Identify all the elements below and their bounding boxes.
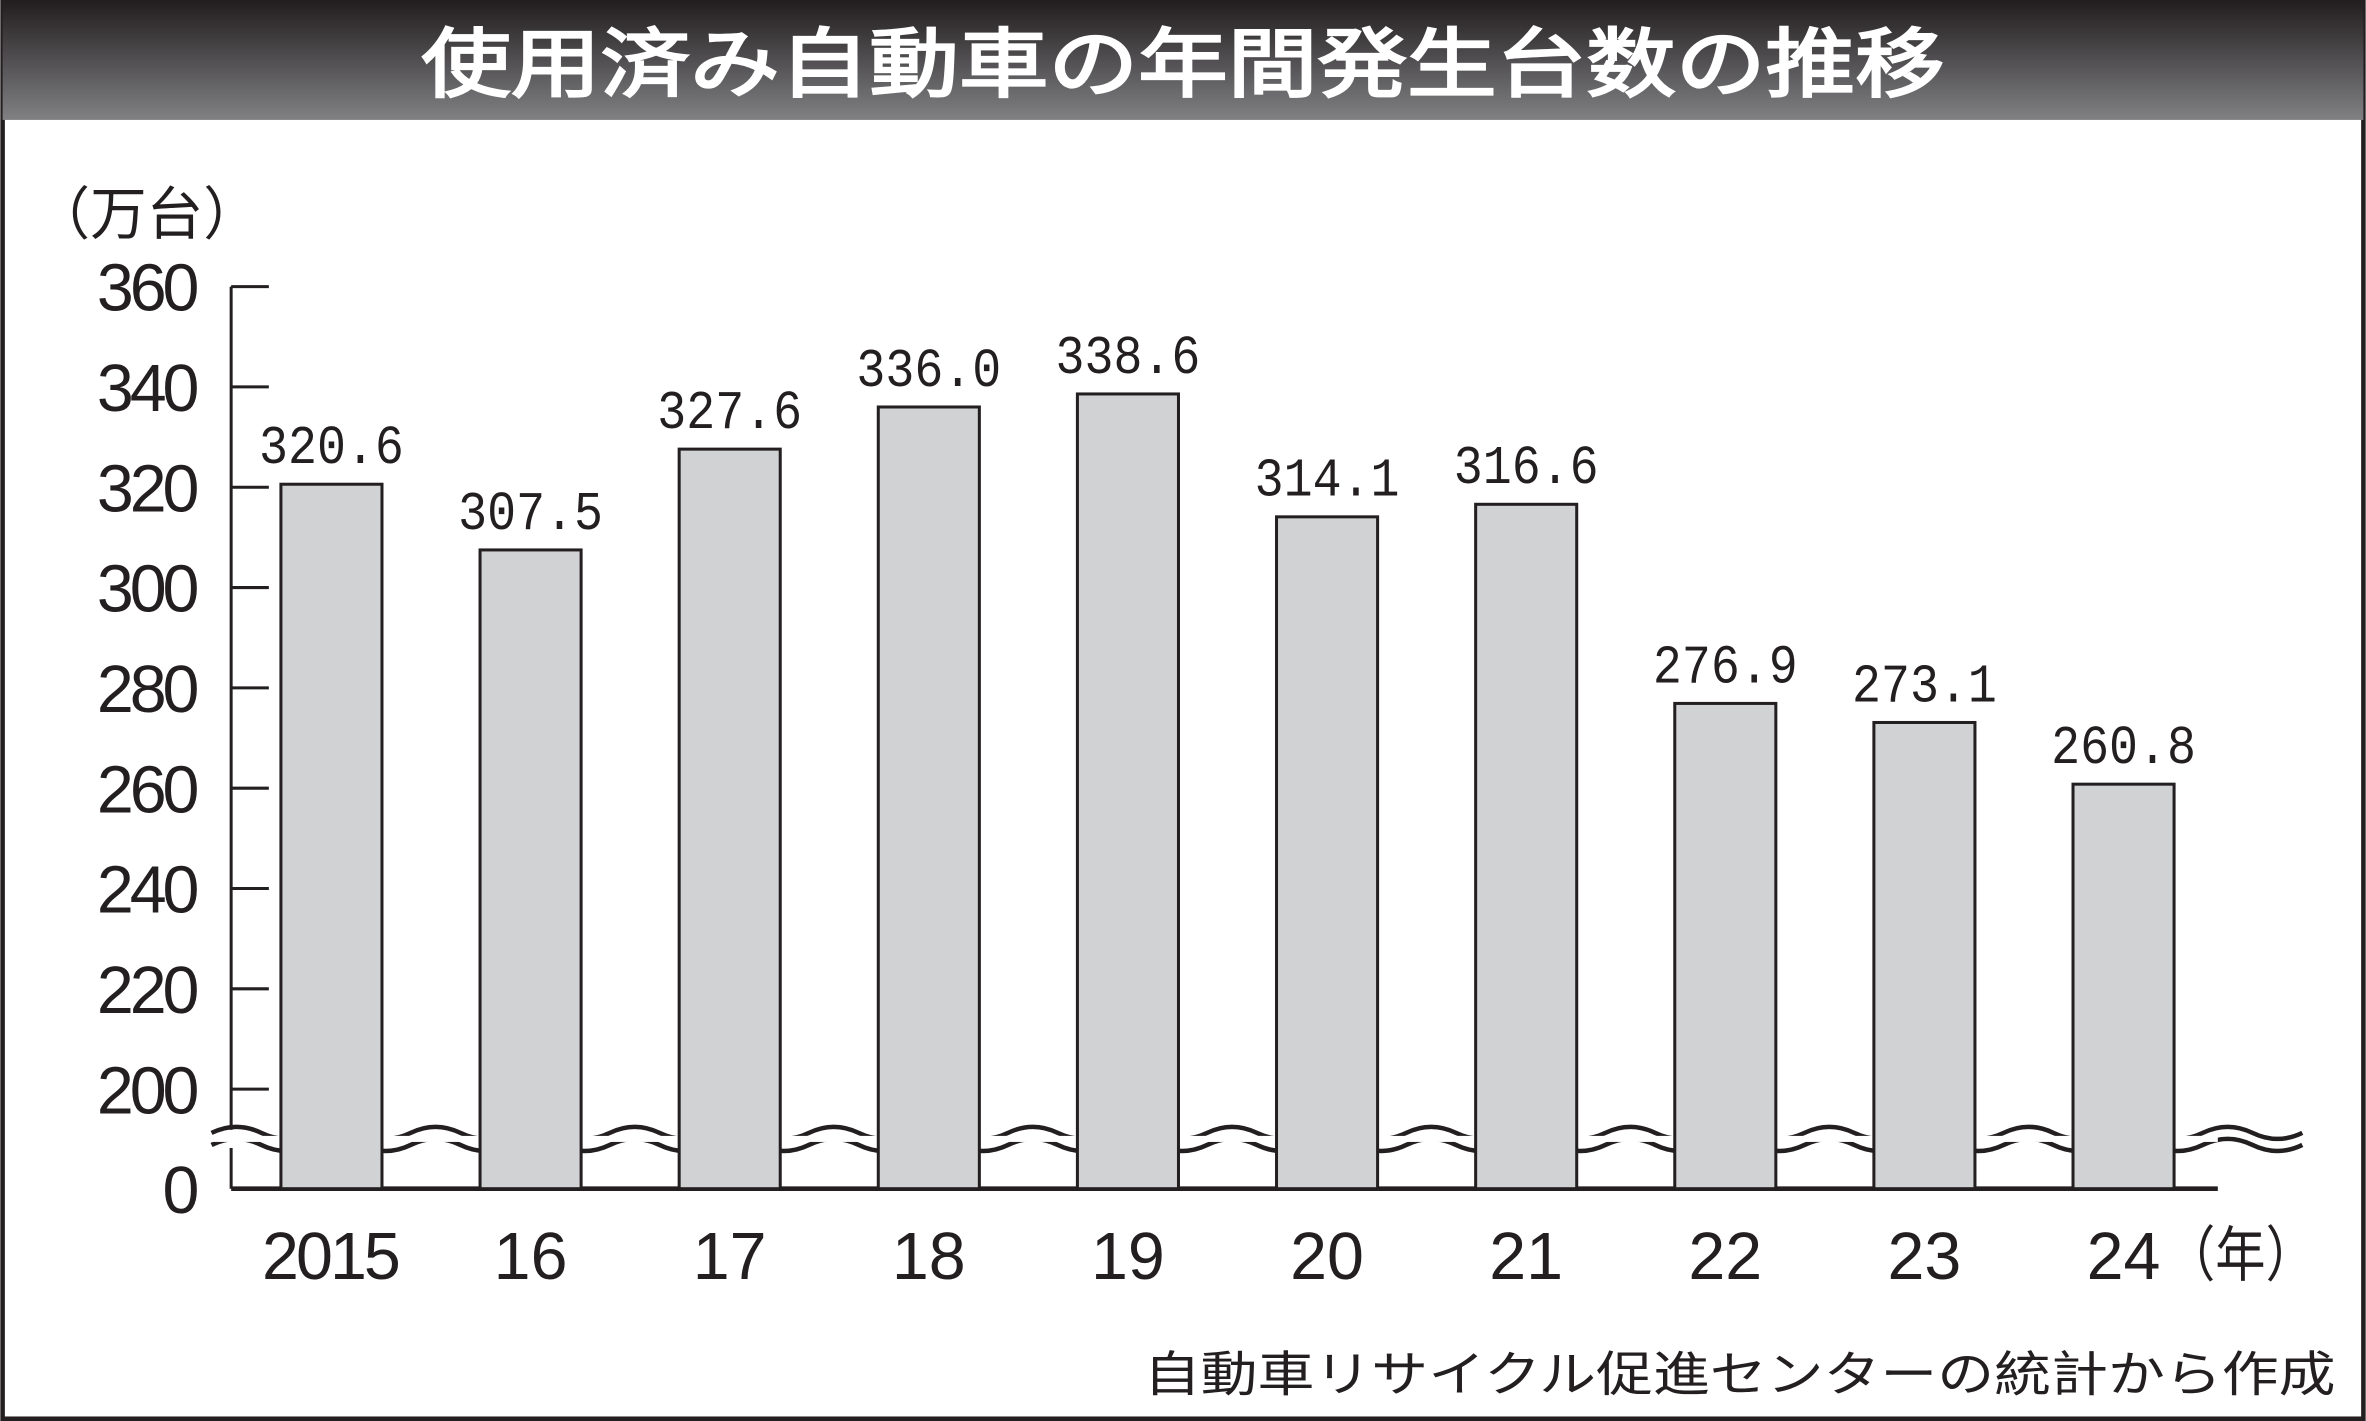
- y-tick-label: 0: [163, 1154, 200, 1228]
- y-tick-label: 220: [97, 954, 200, 1028]
- x-tick-label: 2015: [262, 1220, 401, 1294]
- data-label: 273.1: [1852, 657, 1997, 718]
- title-bar: [2, 2, 2364, 120]
- y-tick-label: 240: [97, 854, 200, 928]
- x-axis-unit-label: （年）: [2165, 1221, 2316, 1291]
- bar: [1474, 502, 1579, 1191]
- chart-title: 使用済み自動車の年間発生台数の推移: [421, 21, 1945, 109]
- x-tick-label: 23: [1888, 1220, 1962, 1294]
- y-tick-label: 360: [97, 252, 200, 326]
- y-tick-label: 340: [97, 352, 200, 426]
- bar: [876, 405, 981, 1191]
- bar: [1673, 701, 1778, 1191]
- bar: [1872, 720, 1977, 1191]
- y-tick-label: 300: [97, 553, 200, 627]
- data-label: 260.8: [2051, 719, 2196, 780]
- data-label: 327.6: [657, 384, 802, 445]
- x-tick-label: 21: [1489, 1220, 1563, 1294]
- x-tick-label: 22: [1688, 1220, 1762, 1294]
- data-label: 336.0: [856, 342, 1001, 403]
- bar: [478, 548, 583, 1191]
- x-tick-label: 19: [1091, 1220, 1165, 1294]
- x-tick-label: 20: [1290, 1220, 1364, 1294]
- data-label: 307.5: [458, 485, 603, 546]
- bar: [2071, 782, 2176, 1191]
- x-tick-label: 18: [892, 1220, 966, 1294]
- source-note: 自動車リサイクル促進センターの統計から作成: [1144, 1347, 2336, 1403]
- y-tick-label: 280: [97, 653, 200, 727]
- x-tick-label: 17: [693, 1220, 767, 1294]
- data-label: 320.6: [259, 419, 404, 480]
- x-tick-label: 24: [2087, 1220, 2161, 1294]
- bar: [1275, 515, 1380, 1191]
- bar: [279, 482, 384, 1191]
- x-tick-label: 16: [494, 1220, 568, 1294]
- data-label: 276.9: [1653, 638, 1798, 699]
- axis-break-fill: [211, 1135, 2218, 1142]
- bar: [677, 447, 782, 1191]
- bar: [1075, 392, 1180, 1191]
- y-tick-label: 200: [97, 1054, 200, 1128]
- data-label: 314.1: [1255, 452, 1400, 513]
- y-axis-unit-label: （万台）: [34, 181, 260, 248]
- y-tick-label: 260: [97, 753, 200, 827]
- y-tick-label: 320: [97, 452, 200, 526]
- data-label: 316.6: [1454, 439, 1599, 500]
- data-label: 338.6: [1056, 329, 1201, 390]
